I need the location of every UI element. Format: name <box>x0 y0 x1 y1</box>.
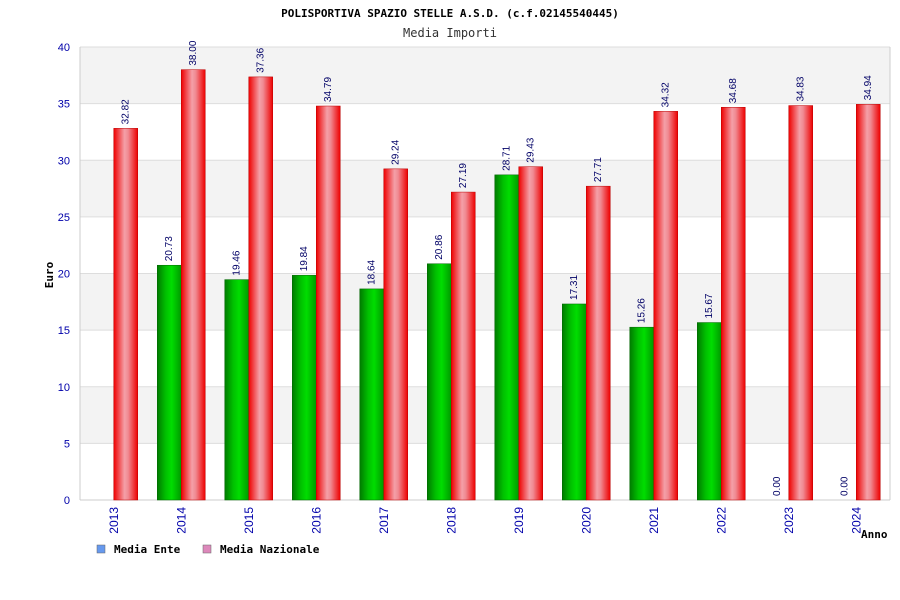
legend-label: Media Nazionale <box>220 543 320 556</box>
bar-media-nazionale <box>248 76 273 501</box>
legend-swatch <box>96 544 106 554</box>
data-label: 18.64 <box>367 259 378 284</box>
bar-media-nazionale <box>518 166 543 501</box>
plot-band <box>80 216 890 274</box>
bar-media-nazionale <box>721 106 746 501</box>
y-axis-label: Euro <box>43 261 56 288</box>
bar-media-nazionale <box>316 105 341 501</box>
y-tick-label: 25 <box>58 212 70 224</box>
x-tick-label: 2022 <box>714 507 728 534</box>
data-label: 29.43 <box>526 137 537 162</box>
plot-band <box>80 103 890 161</box>
bar-media-ente <box>562 303 587 501</box>
data-label: 29.24 <box>391 139 402 164</box>
bar-media-nazionale <box>451 191 476 501</box>
x-tick-label: 2018 <box>444 507 458 534</box>
data-label: 17.31 <box>569 275 580 300</box>
legend-swatch <box>202 544 212 554</box>
bar-media-nazionale <box>586 185 611 501</box>
y-tick-label: 30 <box>58 155 70 167</box>
data-label: 34.83 <box>796 76 807 101</box>
data-label: 27.19 <box>458 163 469 188</box>
data-label: 38.00 <box>188 40 199 65</box>
bars <box>113 69 881 501</box>
y-tick-label: 10 <box>58 382 70 394</box>
bar-media-nazionale <box>653 111 678 501</box>
bar-media-nazionale <box>113 128 138 501</box>
data-label: 34.94 <box>863 75 874 100</box>
chart-title: POLISPORTIVA SPAZIO STELLE A.S.D. (c.f.0… <box>281 7 619 20</box>
x-tick-label: 2019 <box>512 507 526 534</box>
plot-band <box>80 386 890 444</box>
plot-band <box>80 443 890 500</box>
bar-media-ente <box>157 264 182 501</box>
data-label: 15.67 <box>704 293 715 318</box>
x-tick-label: 2021 <box>647 507 661 534</box>
plot-band <box>80 273 890 331</box>
bar-media-ente <box>494 174 519 501</box>
x-tick-label: 2020 <box>579 507 593 534</box>
data-label: 20.86 <box>434 234 445 259</box>
plot-band <box>80 330 890 387</box>
bar-media-ente <box>629 326 654 501</box>
gridlines <box>79 46 891 501</box>
y-tick-label: 20 <box>58 269 70 281</box>
bar-media-nazionale <box>856 104 881 501</box>
y-tick-label: 0 <box>64 495 70 507</box>
x-tick-label: 2013 <box>107 507 121 534</box>
y-axis: 0 5 10 15 20 25 30 35 40 <box>58 42 70 507</box>
data-label: 28.71 <box>502 145 513 170</box>
bar-media-ente <box>427 263 452 501</box>
chart-subtitle: Media Importi <box>403 26 497 40</box>
bar-media-ente <box>292 275 317 501</box>
data-label: 37.36 <box>256 47 267 72</box>
data-labels: 32.82 20.73 38.00 19.46 37.36 19.84 34.79 18.64… <box>121 40 875 496</box>
data-label: 19.46 <box>232 250 243 275</box>
plot-band <box>80 160 890 217</box>
data-label: 32.82 <box>121 99 132 124</box>
x-tick-label: 2014 <box>174 507 188 534</box>
data-label: 15.26 <box>637 298 648 323</box>
data-label: 34.32 <box>661 82 672 107</box>
data-label: 27.71 <box>593 157 604 182</box>
bar-media-ente <box>224 279 249 501</box>
y-tick-label: 15 <box>58 325 70 337</box>
x-tick-label: 2023 <box>782 507 796 534</box>
data-label: 34.68 <box>728 78 739 103</box>
data-label: 20.73 <box>164 236 175 261</box>
bar-media-ente <box>697 322 722 501</box>
x-axis-label: Anno <box>861 528 888 541</box>
plot-background <box>80 47 890 500</box>
x-tick-label: 2016 <box>309 507 323 534</box>
x-tick-label: 2024 <box>849 507 863 534</box>
bar-media-nazionale <box>181 69 206 501</box>
legend-label: Media Ente <box>114 543 181 556</box>
y-tick-label: 35 <box>58 99 70 111</box>
x-tick-label: 2017 <box>377 507 391 534</box>
plot-band <box>80 47 890 104</box>
x-tick-label: 2015 <box>242 507 256 534</box>
y-tick-label: 5 <box>64 438 70 450</box>
bar-media-nazionale <box>788 105 813 501</box>
data-label: 19.84 <box>299 246 310 271</box>
bar-media-nazionale <box>383 168 408 501</box>
data-label: 0.00 <box>839 476 850 496</box>
legend: Media Ente Media Nazionale <box>96 543 320 556</box>
data-label: 0.00 <box>772 476 783 496</box>
y-tick-label: 40 <box>58 42 70 54</box>
x-axis: 2013 2014 2015 2016 2017 2018 2019 2020 2021 2022… <box>107 507 864 534</box>
bar-media-ente <box>359 288 384 501</box>
data-label: 34.79 <box>323 77 334 102</box>
